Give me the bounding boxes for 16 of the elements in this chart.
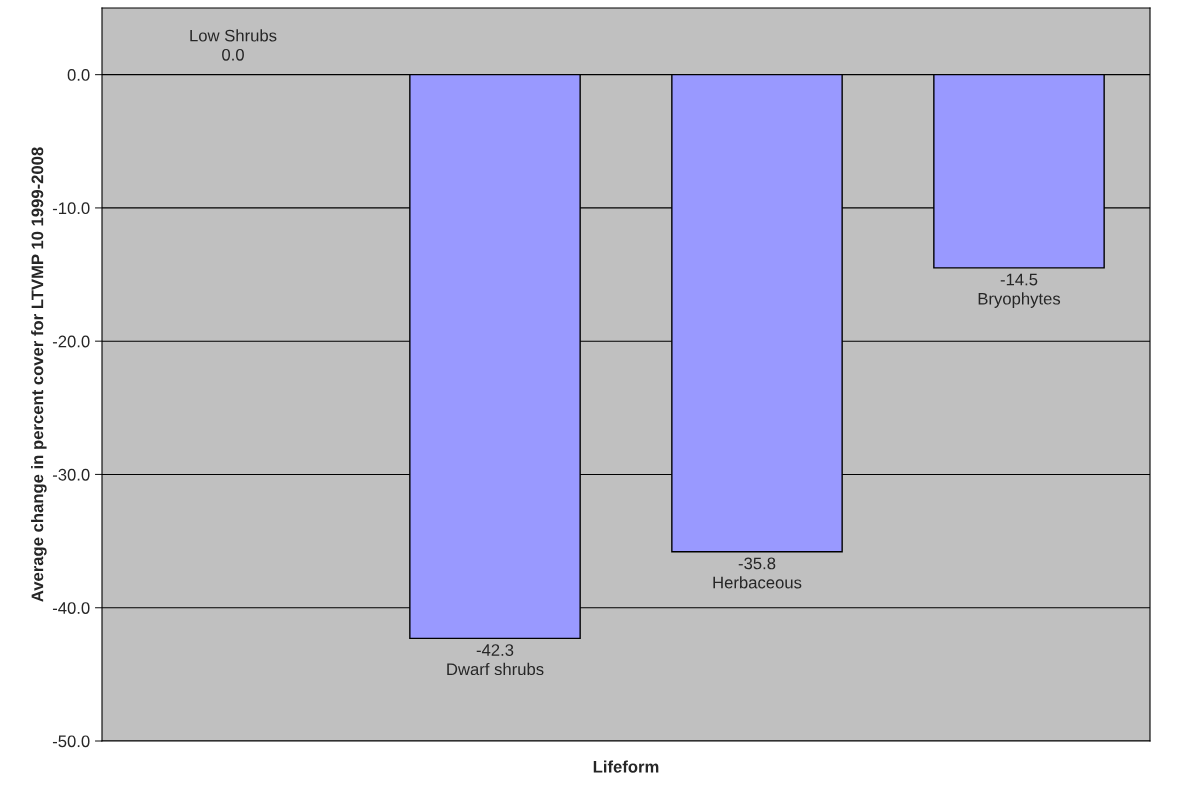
y-tick-label: -50.0 [52,735,90,748]
data-label: -35.8 [738,557,776,570]
y-tick-label: -30.0 [52,468,90,481]
x-tick-label: Dwarf shrubs [447,662,544,676]
x-tick-label: Bryophytes [978,292,1061,308]
y-tick-label: -10.0 [52,202,90,215]
y-tick-label: -40.0 [52,602,90,614]
y-tick-label: 0.0 [67,69,90,81]
x-tick-label: Low Shrubs [190,29,277,42]
data-label: -14.5 [1000,273,1038,286]
data-label: -42.3 [476,644,514,656]
x-tick-label: Herbaceous [713,576,802,589]
y-axis-title: Average change in percent cover for LTVMP 10 1999-2008 [31,147,47,602]
x-axis-title: Lifeform [593,760,659,773]
data-label: 0.0 [222,48,244,61]
y-tick-label: -20.0 [52,335,90,348]
